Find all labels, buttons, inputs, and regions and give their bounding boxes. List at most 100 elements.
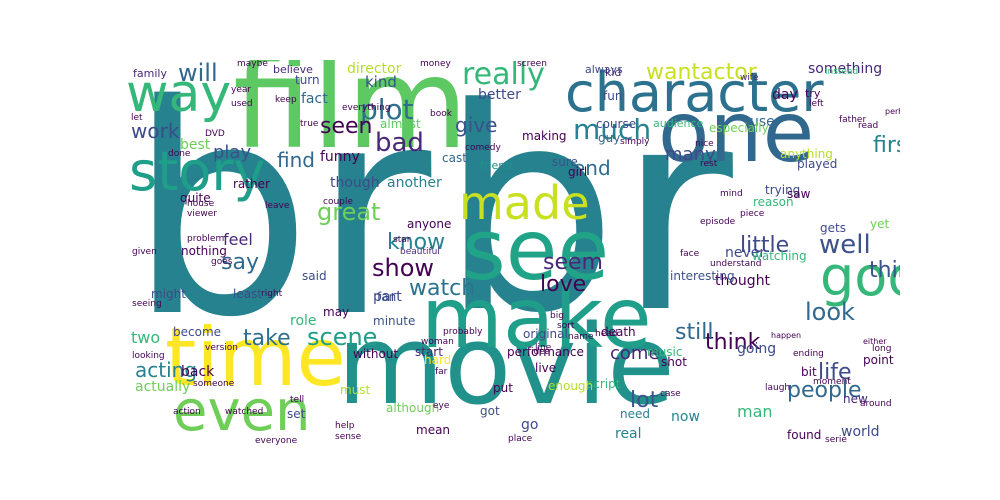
word: first: [873, 133, 900, 158]
word: looking: [132, 351, 165, 361]
word: find: [277, 148, 315, 172]
word: death: [601, 325, 636, 339]
word: story: [129, 140, 266, 203]
word: performance: [507, 345, 584, 359]
word: lot: [630, 388, 659, 413]
word: rest: [700, 159, 718, 169]
word: kind: [365, 73, 397, 91]
word: year: [231, 85, 252, 95]
word: director: [347, 61, 402, 77]
word: love: [540, 272, 587, 297]
word: give: [455, 113, 498, 137]
word: face: [680, 249, 700, 259]
word: nothing: [181, 244, 227, 258]
word: character: [565, 61, 824, 124]
word: though: [330, 175, 380, 191]
word: true: [300, 119, 319, 129]
word: piece: [740, 209, 765, 219]
word: fan: [377, 290, 397, 304]
word: got: [480, 404, 500, 418]
word: either: [863, 337, 887, 346]
word: always: [585, 63, 623, 76]
word: house: [187, 199, 215, 209]
word: long: [872, 344, 892, 354]
word: bit: [801, 365, 817, 379]
word: wife: [740, 73, 759, 83]
word: anything: [780, 147, 833, 161]
word: even: [173, 379, 311, 444]
word: mean: [416, 423, 451, 437]
word: understand: [710, 259, 762, 269]
word: found: [787, 428, 822, 442]
word: see: [462, 201, 610, 299]
word: moment: [813, 377, 851, 387]
word: audience: [653, 117, 704, 130]
word: part: [373, 289, 402, 305]
word: believe: [273, 63, 313, 76]
word: let: [131, 113, 143, 123]
word: will: [178, 60, 218, 87]
word: place: [508, 434, 533, 444]
word: seem: [543, 250, 603, 275]
word: idea: [531, 347, 551, 357]
word: start: [415, 345, 443, 359]
word: couple: [323, 197, 353, 207]
word: try: [805, 87, 821, 100]
word: time: [165, 311, 346, 404]
word-cloud: br br movie film one see make time chara…: [125, 60, 900, 448]
word: keep: [275, 95, 297, 105]
word: said: [302, 269, 327, 283]
word: original: [523, 327, 568, 341]
word: around: [860, 399, 892, 409]
word: script: [587, 377, 621, 391]
word: scene: [307, 323, 378, 351]
word: played: [797, 157, 838, 171]
word: one: [658, 83, 815, 181]
word: real: [615, 426, 642, 442]
word: life: [818, 360, 852, 385]
word: goes: [211, 257, 233, 267]
word: must: [340, 383, 371, 397]
word: name: [568, 332, 594, 342]
word: plot: [360, 93, 414, 126]
word: laugh: [765, 383, 791, 393]
word: saw: [787, 187, 811, 201]
word: family: [133, 67, 167, 80]
word: make: [421, 269, 652, 367]
word: take: [243, 326, 291, 351]
word: seeing: [132, 299, 162, 309]
word: version: [205, 343, 238, 353]
word: especially: [709, 121, 769, 135]
word: case: [660, 389, 681, 399]
word: better: [478, 87, 521, 103]
word: sense: [335, 432, 362, 442]
word: enough: [548, 379, 594, 393]
word: bad: [375, 128, 424, 158]
word: need: [620, 407, 650, 421]
word: fact: [301, 91, 328, 107]
word: right: [261, 289, 283, 299]
word: good: [820, 245, 900, 308]
word: play: [213, 142, 252, 163]
word: screen: [517, 60, 547, 69]
word: way: [126, 64, 232, 124]
word: br: [440, 60, 733, 375]
word: father: [839, 115, 867, 125]
word: happen: [771, 331, 802, 340]
word: book: [430, 109, 452, 119]
word: going: [737, 341, 777, 357]
word: big: [550, 311, 564, 321]
word: probably: [443, 327, 483, 337]
word: reason: [753, 195, 794, 209]
word: read: [858, 121, 879, 131]
word: role: [290, 313, 317, 329]
word: guy: [598, 131, 621, 145]
word: point: [863, 353, 894, 367]
word: eye: [433, 401, 450, 411]
word: nice: [695, 139, 714, 149]
word: course: [596, 117, 637, 131]
word: say: [221, 250, 259, 275]
word: DVD: [205, 129, 225, 139]
word: new: [843, 392, 868, 406]
word: little: [740, 233, 790, 258]
